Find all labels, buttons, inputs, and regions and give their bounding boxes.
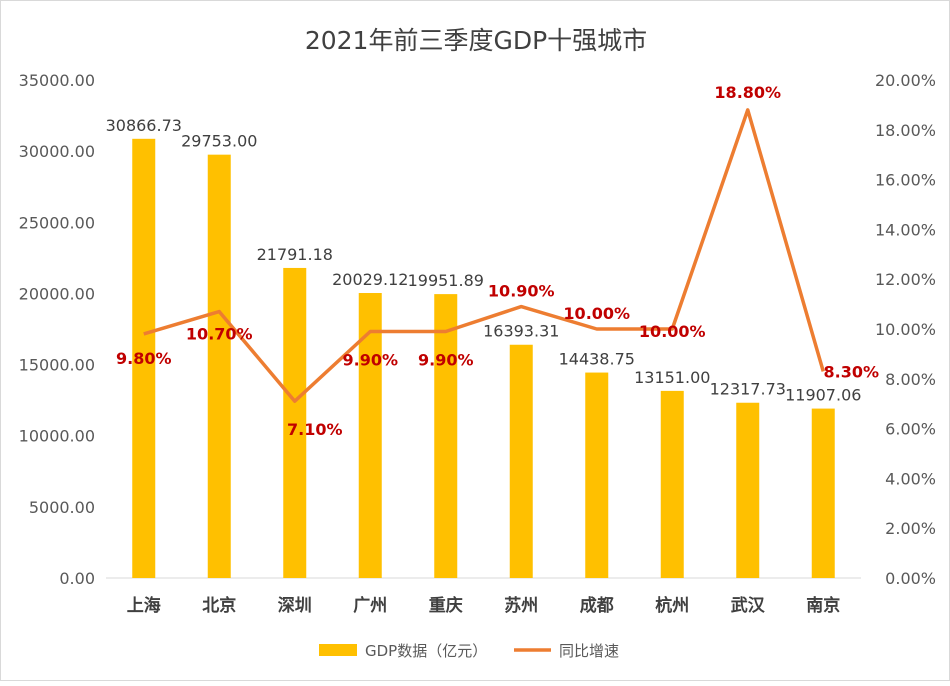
x-tick-label: 广州 — [353, 595, 387, 616]
line-data-label: 8.30% — [823, 362, 879, 381]
legend-line-label: 同比增速 — [559, 642, 619, 660]
line-data-label: 9.80% — [116, 349, 172, 368]
y-right-tick-label: 12.00% — [875, 270, 936, 289]
y-right-tick-label: 16.00% — [875, 171, 936, 190]
y-right-tick-label: 6.00% — [885, 420, 936, 439]
bar-成都 — [585, 372, 609, 578]
y-left-tick-label: 20000.00 — [19, 284, 95, 303]
x-tick-label: 南京 — [806, 595, 840, 616]
bar-data-label: 12317.73 — [710, 380, 786, 399]
bar-上海 — [132, 138, 156, 578]
y-left-tick-label: 30000.00 — [19, 142, 95, 161]
x-tick-label: 成都 — [580, 595, 614, 616]
y-right-tick-label: 8.00% — [885, 370, 936, 389]
bar-data-label: 16393.31 — [483, 322, 559, 341]
bar-北京 — [207, 154, 231, 578]
line-data-label: 18.80% — [714, 83, 781, 102]
y-right-tick-label: 0.00% — [885, 569, 936, 588]
line-data-label: 10.70% — [186, 325, 253, 344]
x-tick-label: 重庆 — [429, 595, 463, 616]
bar-data-label: 19951.89 — [408, 271, 484, 290]
growth-line — [143, 108, 825, 403]
x-tick-label: 上海 — [127, 595, 161, 616]
y-right-tick-label: 2.00% — [885, 519, 936, 538]
bar-广州 — [358, 293, 382, 578]
bar-data-label: 30866.73 — [106, 116, 182, 135]
y-right-tick-label: 20.00% — [875, 71, 936, 90]
line-data-label: 9.90% — [418, 350, 474, 369]
bar-深圳 — [283, 267, 307, 578]
y-left-tick-label: 5000.00 — [29, 498, 95, 517]
legend-bar-label: GDP数据（亿元） — [365, 642, 487, 660]
x-tick-label: 深圳 — [278, 595, 312, 616]
y-right-tick-label: 4.00% — [885, 469, 936, 488]
x-tick-label: 苏州 — [504, 595, 538, 616]
bar-data-label: 29753.00 — [181, 132, 257, 151]
bar-重庆 — [434, 294, 458, 578]
bar-杭州 — [660, 390, 684, 578]
x-tick-label: 杭州 — [655, 595, 689, 616]
y-left-tick-label: 25000.00 — [19, 213, 95, 232]
y-right-tick-label: 18.00% — [875, 121, 936, 140]
y-right-tick-label: 10.00% — [875, 320, 936, 339]
line-data-label: 10.00% — [639, 322, 706, 341]
line-data-label: 10.00% — [563, 304, 630, 323]
line-data-label: 9.90% — [342, 350, 398, 369]
chart-title: 2021年前三季度GDP十强城市 — [305, 26, 647, 55]
y-left-tick-label: 0.00 — [59, 569, 95, 588]
x-tick-label: 北京 — [202, 595, 236, 616]
legend-bar-swatch — [319, 644, 357, 656]
bar-苏州 — [509, 344, 533, 578]
y-left-tick-label: 15000.00 — [19, 356, 95, 375]
bar-data-label: 14438.75 — [559, 350, 635, 369]
x-tick-label: 武汉 — [731, 595, 766, 616]
y-left-tick-label: 35000.00 — [19, 71, 95, 90]
bar-data-label: 13151.00 — [634, 368, 710, 387]
y-right-tick-label: 14.00% — [875, 220, 936, 239]
y-left-tick-label: 10000.00 — [19, 427, 95, 446]
line-data-label: 7.10% — [287, 420, 343, 439]
bar-武汉 — [736, 402, 760, 578]
bar-data-label: 11907.06 — [785, 386, 861, 405]
legend: GDP数据（亿元） 同比增速 — [319, 642, 619, 660]
bar-data-label: 21791.18 — [257, 245, 333, 264]
line-data-label: 10.90% — [488, 282, 555, 301]
bar-data-label: 20029.12 — [332, 270, 408, 289]
bar-南京 — [811, 408, 835, 578]
